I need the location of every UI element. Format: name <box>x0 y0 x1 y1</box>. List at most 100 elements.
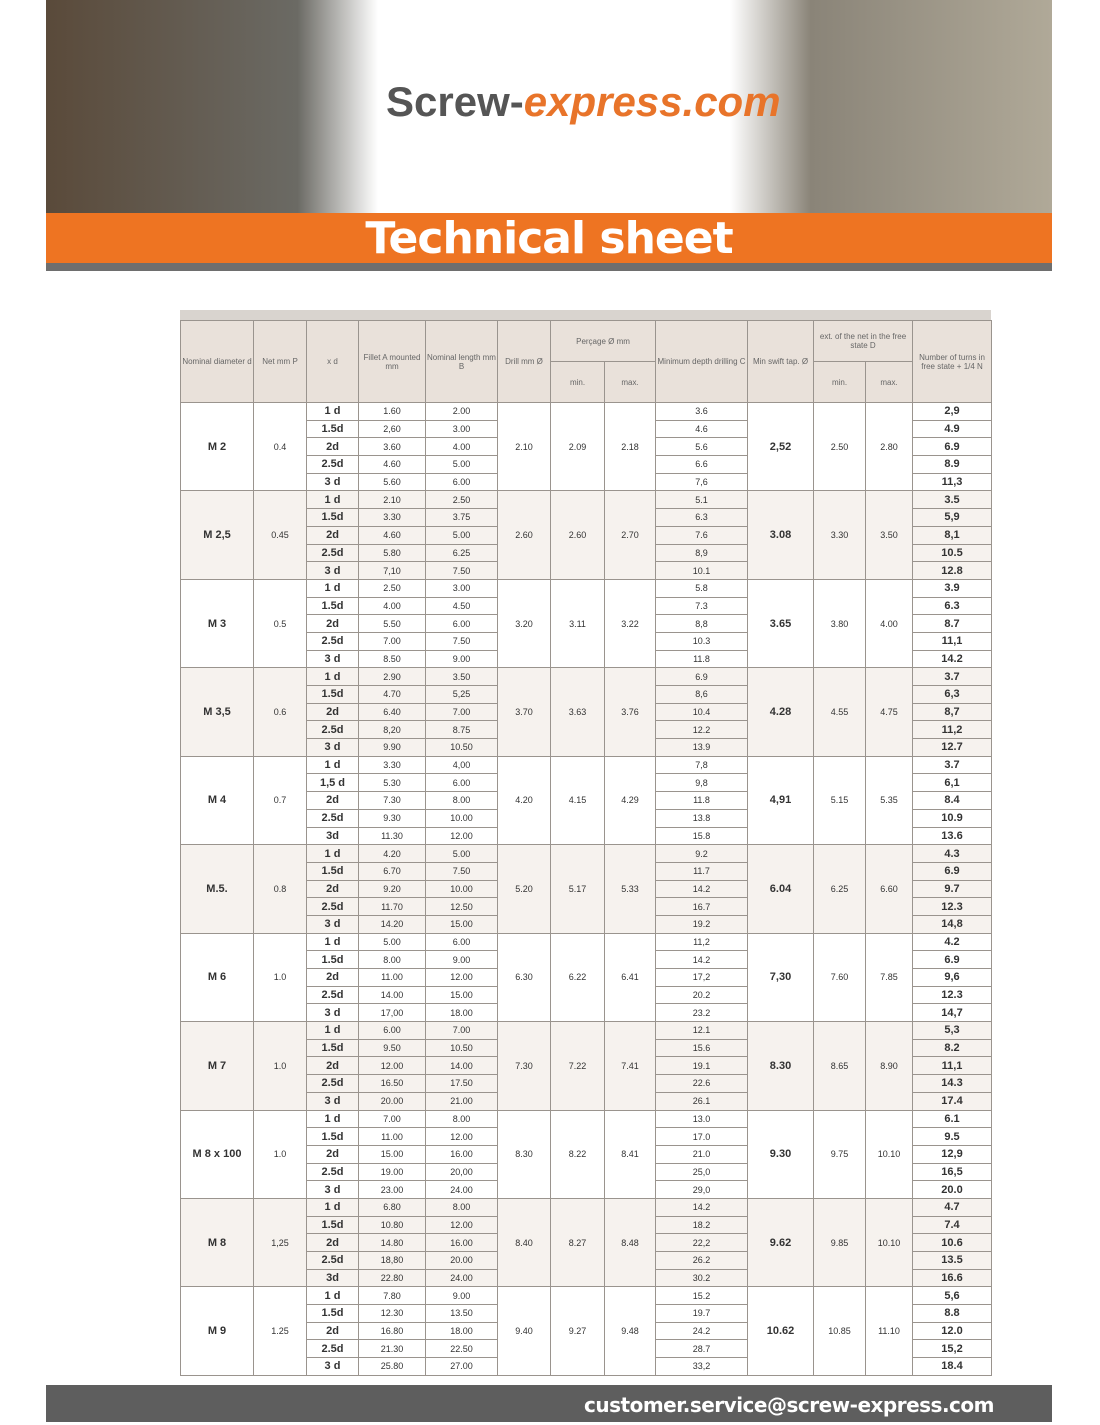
length: 4.00 <box>425 437 498 457</box>
header-cell: Nominal diameter d <box>180 320 254 403</box>
ext-min: 4.55 <box>813 667 867 757</box>
depth: 23.2 <box>655 1003 749 1023</box>
header-cell: Fillet A mounted mm <box>358 320 426 403</box>
fillet: 6.80 <box>358 1197 426 1217</box>
ext-max: 8.90 <box>865 1021 914 1111</box>
table-row: 3 d 5.60 6.00 7,6 11,3 <box>181 472 993 492</box>
turns: 13.6 <box>912 826 993 846</box>
depth: 10.1 <box>655 561 749 580</box>
turns: 8.2 <box>912 1038 993 1058</box>
brand-left: Screw- <box>386 78 524 125</box>
turns: 12.3 <box>912 897 993 916</box>
turns: 20.0 <box>912 1180 993 1199</box>
multiple: 2.5d <box>306 455 359 474</box>
fillet: 14.20 <box>358 914 426 934</box>
length: 3.00 <box>425 578 498 598</box>
depth: 8,9 <box>655 543 749 563</box>
multiple: 2.5d <box>306 1339 359 1359</box>
tap: 4.28 <box>747 667 815 757</box>
multiple: 1 d <box>306 667 359 686</box>
ext-max: 3.50 <box>865 490 914 580</box>
fillet: 20.00 <box>358 1091 426 1111</box>
length: 15.00 <box>425 914 498 934</box>
table-row: 3d 11.30 12.00 15.8 13.6 <box>181 826 993 846</box>
multiple: 2.5d <box>306 631 359 651</box>
depth: 7,8 <box>655 755 749 775</box>
table-row: 3 d 23.00 24.00 29,0 20.0 <box>181 1180 993 1199</box>
turns: 8,1 <box>912 525 993 545</box>
fillet: 22.80 <box>358 1268 426 1288</box>
table-row: 3 d 17,00 18.00 23.2 14,7 <box>181 1003 993 1023</box>
fillet: 14.80 <box>358 1233 426 1252</box>
turns: 15,2 <box>912 1339 993 1359</box>
fillet: 14.00 <box>358 985 426 1005</box>
multiple: 1.5d <box>306 1127 359 1146</box>
table-row: M.5. 0.8 1 d 4.20 5.00 5.20 5.17 5.33 9.2 6.04 6.2… <box>180 844 993 934</box>
turns: 8,7 <box>912 702 993 722</box>
turns: 12,9 <box>912 1144 993 1164</box>
depth: 12.2 <box>655 720 749 740</box>
header-cell: Number of turns in free state + 1/4 N <box>912 320 993 403</box>
turns: 6.1 <box>912 1109 993 1129</box>
diameter: M 7 <box>180 1021 254 1111</box>
banner: Screw-express.com <box>46 0 1052 213</box>
drill-min: 3.63 <box>550 667 605 757</box>
multiple: 3 d <box>306 1003 359 1023</box>
fillet: 6.40 <box>358 702 426 722</box>
turns: 8.9 <box>912 455 993 474</box>
fillet: 6.70 <box>358 861 426 881</box>
drill-min: 5.17 <box>550 844 605 934</box>
length: 27.00 <box>425 1357 498 1376</box>
header-cell: ext. of the net in the free state D <box>813 320 914 362</box>
table-row: 2.5d 8,20 8.75 12.2 11,2 <box>181 720 993 740</box>
diameter: M 3,5 <box>180 667 254 757</box>
table-row: 1.5d 11.00 12.00 17.0 9.5 <box>181 1127 993 1146</box>
ext-max: 10.10 <box>865 1109 914 1199</box>
turns: 12.0 <box>912 1321 993 1341</box>
depth: 11,2 <box>655 932 749 952</box>
drill-max: 4.29 <box>603 755 657 846</box>
depth: 22,2 <box>655 1233 749 1252</box>
turns: 4.7 <box>912 1197 993 1217</box>
depth: 5.1 <box>655 490 749 510</box>
length: 6.00 <box>425 472 498 492</box>
drill: 4.20 <box>497 755 551 846</box>
length: 5,25 <box>425 685 498 704</box>
diameter: M 6 <box>180 932 254 1023</box>
fillet: 11.00 <box>358 1127 426 1146</box>
drill-max: 7.41 <box>603 1021 657 1111</box>
depth: 13.0 <box>655 1109 749 1129</box>
fillet: 2.10 <box>358 490 426 510</box>
fillet: 4.20 <box>358 844 426 863</box>
fillet: 9.30 <box>358 808 426 828</box>
turns: 12.3 <box>912 985 993 1005</box>
table-row: 2d 11.00 12.00 17,2 9,6 <box>181 968 993 987</box>
multiple: 1 d <box>306 755 359 775</box>
table-row: 1.5d 6.70 7.50 11.7 6.9 <box>181 861 993 881</box>
tap: 8.30 <box>747 1021 815 1111</box>
turns: 3.9 <box>912 578 993 598</box>
turns: 9.5 <box>912 1127 993 1146</box>
length: 6.00 <box>425 773 498 793</box>
length: 14.00 <box>425 1056 498 1076</box>
length: 7.50 <box>425 561 498 580</box>
depth: 18.2 <box>655 1215 749 1235</box>
header-cell: max. <box>603 361 657 403</box>
header-cell: x d <box>306 320 359 403</box>
turns: 11,3 <box>912 472 993 492</box>
ext-max: 4.00 <box>865 578 914 669</box>
table-row: 1.5d 4.70 5,25 8,6 6,3 <box>181 685 993 704</box>
ext-min: 5.15 <box>813 755 867 846</box>
fillet: 16.50 <box>358 1074 426 1093</box>
turns: 5,9 <box>912 508 993 527</box>
fillet: 4.70 <box>358 685 426 704</box>
fillet: 8.00 <box>358 950 426 969</box>
turns: 4.9 <box>912 419 993 439</box>
table-row: 2.5d 19.00 20,00 25,0 16,5 <box>181 1162 993 1182</box>
depth: 15.6 <box>655 1038 749 1058</box>
multiple: 1 d <box>306 402 359 421</box>
turns: 6.9 <box>912 950 993 969</box>
table-row: 1.5d 8.00 9.00 14.2 6.9 <box>181 950 993 969</box>
header-cell: max. <box>865 361 914 403</box>
brand-right: express.com <box>523 78 781 125</box>
